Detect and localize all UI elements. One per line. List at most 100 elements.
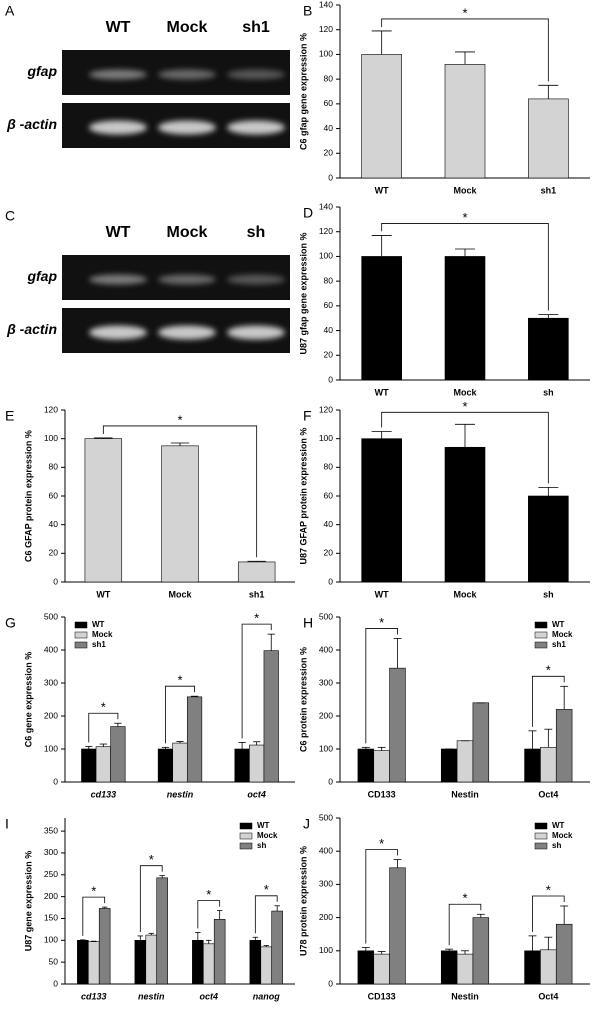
- bar: [234, 748, 250, 783]
- bar: [357, 950, 375, 985]
- y-axis-label: U87 GFAP protein expression %: [298, 428, 308, 565]
- bar: [389, 667, 406, 783]
- gel-band: [89, 120, 147, 135]
- legend-swatch: [534, 641, 548, 649]
- x-tick-label: oct4: [247, 789, 266, 799]
- legend-label: Mock: [92, 630, 113, 639]
- bar: [524, 950, 541, 985]
- bar: [161, 445, 199, 583]
- y-tick-label: 20: [324, 548, 334, 558]
- significance-label: *: [264, 882, 269, 897]
- bar: [263, 650, 279, 783]
- y-tick-label: 200: [319, 710, 333, 720]
- y-tick-label: 120: [319, 24, 333, 34]
- legend-label: sh: [257, 841, 266, 850]
- panel-label: F: [303, 408, 312, 424]
- bar: [444, 64, 486, 179]
- x-tick-label: CD133: [368, 789, 396, 799]
- y-tick-label: 40: [49, 519, 59, 529]
- bar: [202, 943, 215, 985]
- gel-band: [227, 274, 285, 285]
- significance-bracket: [365, 628, 398, 744]
- bar: [357, 748, 375, 783]
- legend-swatch: [74, 641, 88, 649]
- significance-label: *: [379, 615, 384, 630]
- y-tick-label: 50: [49, 956, 59, 966]
- y-tick-label: 300: [319, 677, 333, 687]
- significance-label: *: [462, 891, 467, 906]
- gel-band: [227, 120, 285, 135]
- y-tick-label: 100: [319, 945, 333, 955]
- y-tick-label: 100: [319, 251, 333, 261]
- x-tick-label: Mock: [168, 589, 192, 599]
- significance-bracket: [365, 849, 398, 944]
- x-tick-label: cd133: [91, 789, 117, 799]
- y-axis-label: C6 protein expression %: [298, 647, 308, 752]
- bar: [444, 256, 486, 381]
- x-tick-label: Oct4: [538, 789, 558, 799]
- y-tick-label: 40: [324, 123, 334, 133]
- row-label: gfap: [26, 268, 57, 284]
- bar: [444, 446, 486, 583]
- bar: [98, 908, 111, 985]
- significance-label: *: [101, 700, 106, 715]
- significance-bracket: [448, 903, 482, 946]
- legend-swatch: [239, 842, 253, 850]
- bar: [156, 877, 168, 985]
- bar: [249, 744, 265, 783]
- gel-band: [227, 69, 285, 80]
- y-tick-label: 140: [319, 0, 333, 9]
- x-tick-label: WT: [375, 185, 389, 195]
- y-tick-label: 120: [44, 404, 58, 414]
- bar: [528, 317, 569, 381]
- significance-bracket: [102, 425, 258, 558]
- legend-label: Mock: [552, 831, 573, 840]
- y-tick-label: 40: [324, 325, 334, 335]
- y-tick-label: 0: [328, 576, 333, 586]
- y-tick-label: 200: [44, 891, 58, 901]
- legend-swatch: [534, 621, 548, 629]
- bar: [271, 910, 283, 985]
- x-tick-label: Mock: [453, 185, 477, 195]
- x-tick-label: Oct4: [538, 991, 558, 1001]
- legend-label: WT: [552, 620, 565, 629]
- bar: [524, 748, 541, 783]
- legend-label: Mock: [552, 630, 573, 639]
- significance-label: *: [462, 5, 467, 20]
- significance-bracket: [381, 223, 549, 311]
- bar: [134, 940, 147, 985]
- significance-bracket: [241, 623, 272, 739]
- significance-label: *: [546, 663, 551, 678]
- legend-swatch: [534, 832, 548, 840]
- y-axis-label: C6 GFAP protein expression %: [23, 430, 33, 562]
- significance-bracket: [82, 896, 106, 936]
- significance-label: *: [177, 412, 182, 427]
- significance-label: *: [462, 210, 467, 225]
- x-tick-label: Nestin: [451, 789, 479, 799]
- gel-band: [158, 325, 216, 340]
- y-tick-label: 250: [44, 869, 58, 879]
- bar: [440, 748, 458, 783]
- significance-label: *: [91, 884, 96, 899]
- bar: [440, 950, 458, 985]
- bar: [192, 940, 204, 985]
- bar: [528, 495, 569, 583]
- legend-swatch: [74, 621, 88, 629]
- y-tick-label: 60: [324, 490, 334, 500]
- significance-label: *: [254, 611, 259, 626]
- bar: [456, 740, 474, 783]
- bar: [389, 867, 406, 985]
- bar: [540, 949, 557, 985]
- bar: [373, 750, 390, 783]
- bar: [555, 923, 573, 985]
- bar: [555, 709, 573, 783]
- y-tick-label: 60: [324, 300, 334, 310]
- y-tick-label: 100: [319, 433, 333, 443]
- bar: [213, 919, 226, 985]
- x-tick-label: Mock: [453, 589, 477, 599]
- y-tick-label: 0: [328, 776, 333, 786]
- row-label: β -actin: [6, 116, 57, 132]
- y-tick-label: 500: [44, 611, 58, 621]
- bar: [157, 748, 174, 783]
